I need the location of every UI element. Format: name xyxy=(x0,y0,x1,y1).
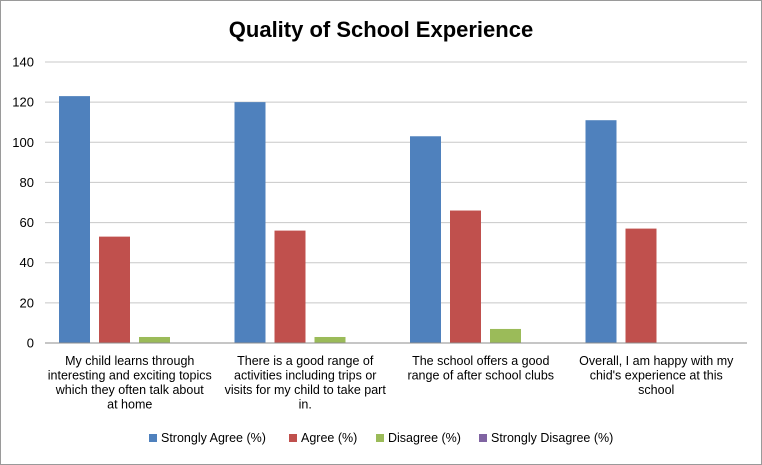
legend: Strongly Agree (%) Agree (%) Disagree (%) S… xyxy=(149,431,613,445)
y-axis-ticks: 0 20 40 60 80 100 120 140 xyxy=(12,55,34,351)
category-label: My child learns through interesting and e… xyxy=(48,354,212,412)
y-tick-label: 80 xyxy=(20,175,34,190)
bar xyxy=(490,328,521,343)
y-tick-label: 60 xyxy=(20,215,34,230)
bar xyxy=(234,102,266,344)
bar xyxy=(625,228,657,343)
legend-swatch xyxy=(479,434,487,442)
bar xyxy=(410,136,441,343)
category-label: The school offers a good range of after s… xyxy=(407,354,554,383)
legend-label: Strongly Disagree (%) xyxy=(491,431,613,445)
legend-label: Disagree (%) xyxy=(388,431,461,445)
y-tick-label: 120 xyxy=(12,95,34,110)
bar xyxy=(99,236,130,343)
gridlines xyxy=(45,61,747,304)
chart-title: Quality of School Experience xyxy=(229,17,533,42)
bar xyxy=(59,96,90,343)
bar xyxy=(450,210,481,343)
legend-swatch xyxy=(289,434,297,442)
y-tick-label: 20 xyxy=(20,295,34,310)
bar xyxy=(274,230,306,343)
legend-swatch xyxy=(376,434,384,442)
bars xyxy=(59,96,657,344)
category-label: Overall, I am happy with my chid's experi… xyxy=(579,354,734,397)
legend-label: Strongly Agree (%) xyxy=(161,431,266,445)
bar xyxy=(139,336,170,343)
legend-swatch xyxy=(149,434,157,442)
y-tick-label: 140 xyxy=(12,55,34,70)
category-labels: My child learns through interesting and e… xyxy=(48,354,734,412)
category-label: There is a good range of activities inclu… xyxy=(225,354,387,412)
legend-label: Agree (%) xyxy=(301,431,357,445)
bar xyxy=(585,120,617,343)
y-tick-label: 40 xyxy=(20,255,34,270)
bar xyxy=(314,336,346,343)
y-tick-label: 0 xyxy=(27,336,34,351)
y-tick-label: 100 xyxy=(12,135,34,150)
